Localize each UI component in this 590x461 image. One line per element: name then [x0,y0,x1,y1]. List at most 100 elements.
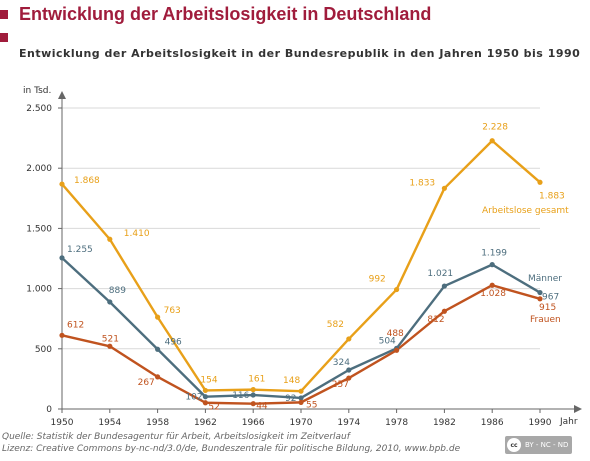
data-point [107,236,113,242]
chart-title: Entwicklung der Arbeitslosigkeit in Deut… [19,4,432,24]
data-point [59,332,65,338]
data-point [298,399,304,405]
y-axis-arrow [58,91,66,99]
chart-subtitle: Entwicklung der Arbeitslosigkeit in der … [19,47,581,60]
data-point [250,387,256,393]
title-accent-bar [0,10,8,19]
y-tick-label: 1.500 [26,224,52,234]
license-text: Lizenz: Creative Commons by-nc-nd/3.0/de… [2,444,461,454]
data-label: 92 [285,394,296,404]
data-label: 2.228 [482,123,508,133]
cc-icon: cc [507,438,521,452]
data-point [250,401,256,407]
data-point [298,388,304,394]
data-label: 763 [164,306,181,316]
data-label: 1.868 [74,176,100,186]
series-points [59,138,543,407]
data-label: 496 [165,337,182,347]
data-point [202,394,208,400]
data-point [441,308,447,314]
data-point [59,255,65,261]
data-point [537,179,543,185]
series-line-2 [61,284,541,405]
axes: 0 500 1.000 1.500 2.000 2.500 1950 1954 1958 1962… [26,91,582,428]
data-label: 148 [283,376,300,386]
legend-label-frauen: Frauen [530,315,561,325]
legend-label-maenner: Männer [528,274,562,284]
data-label: 582 [327,320,344,330]
data-label: 324 [333,358,350,368]
x-tick-label: 1966 [242,418,265,428]
data-point [394,347,400,353]
data-label: 52 [208,403,219,413]
y-axis-label: in Tsd. [23,86,51,96]
y-tick-label: 2.000 [26,164,52,174]
legend-label-arbeitslose-gesamt: Arbeitslose gesamt [482,206,569,216]
data-point [155,346,161,352]
data-label: 267 [138,378,155,388]
data-point [250,392,256,398]
data-point [489,282,495,288]
data-point [107,299,113,305]
data-label: 1.883 [539,191,565,201]
data-label: 55 [306,400,317,410]
data-point [59,181,65,187]
data-label: 1.199 [481,249,507,259]
data-label: 488 [387,329,404,339]
series-lines [61,139,541,405]
x-axis-label: Jahr [559,417,578,427]
data-point [155,374,161,380]
data-label: 161 [248,375,265,385]
cc-badge-text: BY - NC - ND [525,441,569,449]
cc-license-badge[interactable]: cc BY - NC - ND [505,436,572,454]
data-label: 1.021 [427,269,453,279]
data-point [155,314,161,320]
data-label: 915 [539,303,556,313]
data-point [489,262,495,268]
x-tick-label: 1990 [529,418,552,428]
data-point [298,395,304,401]
data-labels: 1.868 1.410 763 154 161 148 582 992 1.833 2.228 1.… [67,123,565,413]
data-label: 102 [185,393,202,403]
x-tick-label: 1954 [98,418,121,428]
data-label: 1.833 [409,178,435,188]
x-tick-label: 1982 [433,418,456,428]
data-point [441,283,447,289]
y-tick-label: 0 [46,405,52,415]
data-label: 504 [379,336,396,346]
data-label: 612 [67,320,84,330]
data-point [346,367,352,373]
data-point [537,296,543,302]
series-line-0 [61,139,541,393]
data-point [107,343,113,349]
data-point [346,336,352,342]
data-point [346,375,352,381]
gridlines [62,107,540,350]
data-point [202,400,208,406]
data-label: 1.255 [67,245,93,255]
x-tick-label: 1978 [385,418,408,428]
data-label: 1.410 [124,229,150,239]
x-axis-arrow [574,405,582,413]
x-tick-label: 1962 [194,418,217,428]
y-tick-label: 1.000 [26,285,52,295]
data-point [441,185,447,191]
data-point [394,286,400,293]
data-label: 521 [102,334,119,344]
y-tick-label: 2.500 [26,104,52,114]
data-label: 257 [332,380,349,390]
data-label: 889 [109,286,126,296]
data-label: 967 [542,293,559,303]
data-point [202,387,208,394]
x-tick-label: 1970 [290,418,313,428]
x-tick-label: 1986 [481,418,504,428]
data-label: 116 [232,391,249,401]
data-point [489,138,495,144]
data-point [537,289,543,296]
y-tick-label: 500 [35,345,52,355]
x-tick-label: 1958 [146,418,169,428]
data-label: 154 [200,375,217,385]
source-text: Quelle: Statistik der Bundesagentur für … [2,432,350,442]
x-tick-label: 1950 [51,418,74,428]
